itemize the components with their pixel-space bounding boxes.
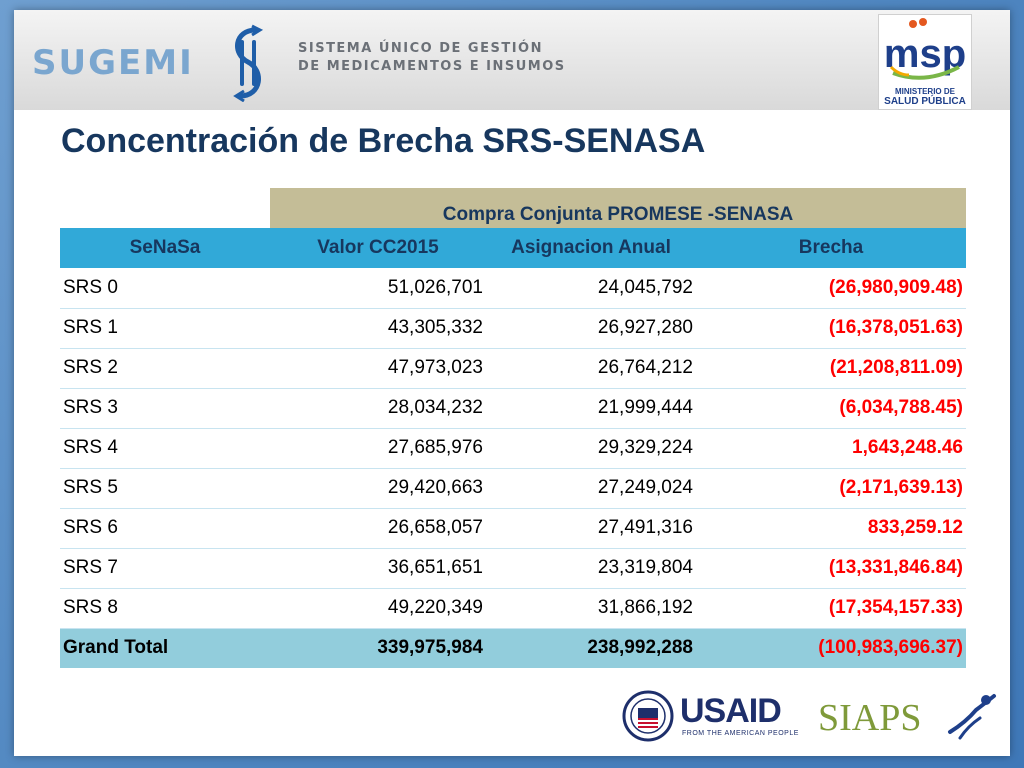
brecha-cell: (16,378,051.63) — [696, 308, 966, 349]
column-header-row: SeNaSa Valor CC2015 Asignacion Anual Bre… — [60, 228, 966, 268]
column-header-asignacion: Asignacion Anual — [486, 228, 696, 268]
valor-cell: 28,034,232 — [270, 388, 486, 429]
header-band: SUGEMI SISTEMA ÚNICO DE GESTIÓN DE MEDIC… — [14, 10, 1010, 110]
table-row: SRS 8 49,220,349 31,866,192 (17,354,157.… — [60, 588, 966, 629]
valor-cell: 43,305,332 — [270, 308, 486, 349]
asignacion-cell: 27,249,024 — [486, 468, 696, 509]
asignacion-cell: 21,999,444 — [486, 388, 696, 429]
brecha-table: Compra Conjunta PROMESE -SENASA SeNaSa V… — [60, 188, 966, 668]
usaid-seal-icon — [622, 690, 674, 742]
column-header-valor: Valor CC2015 — [270, 228, 486, 268]
valor-cell: 26,658,057 — [270, 508, 486, 549]
asignacion-cell: 26,927,280 — [486, 308, 696, 349]
grand-total-brecha: (100,983,696.37) — [696, 628, 966, 668]
table-row: SRS 1 43,305,332 26,927,280 (16,378,051.… — [60, 308, 966, 349]
table-row: SRS 2 47,973,023 26,764,212 (21,208,811.… — [60, 348, 966, 389]
asignacion-cell: 26,764,212 — [486, 348, 696, 389]
sugemi-tagline-line2: DE MEDICAMENTOS E INSUMOS — [298, 59, 566, 74]
brecha-cell: (17,354,157.33) — [696, 588, 966, 629]
group-header-blank — [60, 188, 270, 228]
brecha-cell: (6,034,788.45) — [696, 388, 966, 429]
grand-total-row: Grand Total 339,975,984 238,992,288 (100… — [60, 628, 966, 668]
valor-cell: 27,685,976 — [270, 428, 486, 469]
brecha-cell: (2,171,639.13) — [696, 468, 966, 509]
region-cell: SRS 2 — [60, 348, 270, 389]
table-row: SRS 4 27,685,976 29,329,224 1,643,248.46 — [60, 428, 966, 469]
region-cell: SRS 1 — [60, 308, 270, 349]
region-cell: SRS 4 — [60, 428, 270, 469]
grand-total-asignacion: 238,992,288 — [486, 628, 696, 668]
valor-cell: 36,651,651 — [270, 548, 486, 589]
sugemi-logo: SUGEMI — [32, 43, 194, 83]
brecha-cell: (26,980,909.48) — [696, 268, 966, 309]
footer-logos: USAID FROM THE AMERICAN PEOPLE SIAPS — [614, 688, 1004, 748]
asignacion-cell: 29,329,224 — [486, 428, 696, 469]
column-header-brecha: Brecha — [696, 228, 966, 268]
sugemi-tagline: SISTEMA ÚNICO DE GESTIÓN DE MEDICAMENTOS… — [298, 40, 566, 76]
brecha-cell: 833,259.12 — [696, 508, 966, 549]
valor-cell: 51,026,701 — [270, 268, 486, 309]
table-row: SRS 3 28,034,232 21,999,444 (6,034,788.4… — [60, 388, 966, 429]
column-header-senasa: SeNaSa — [60, 228, 270, 268]
valor-cell: 49,220,349 — [270, 588, 486, 629]
table-row: SRS 6 26,658,057 27,491,316 833,259.12 — [60, 508, 966, 549]
usaid-tagline: FROM THE AMERICAN PEOPLE — [682, 730, 799, 737]
siaps-figure-icon — [948, 694, 996, 740]
sugemi-tagline-line1: SISTEMA ÚNICO DE GESTIÓN — [298, 41, 543, 56]
usaid-logo: USAID — [680, 692, 782, 730]
msp-logo: msp MINISTERIO DE SALUD PÚBLICA — [878, 14, 972, 110]
asignacion-cell: 27,491,316 — [486, 508, 696, 549]
slide: SUGEMI SISTEMA ÚNICO DE GESTIÓN DE MEDIC… — [14, 10, 1010, 756]
brecha-cell: 1,643,248.46 — [696, 428, 966, 469]
brecha-cell: (13,331,846.84) — [696, 548, 966, 589]
sugemi-emblem-icon — [233, 24, 264, 102]
asignacion-cell: 24,045,792 — [486, 268, 696, 309]
msp-emblem-icon: msp — [884, 18, 966, 80]
region-cell: SRS 7 — [60, 548, 270, 589]
region-cell: SRS 3 — [60, 388, 270, 429]
grand-total-label: Grand Total — [60, 628, 270, 668]
group-header-row: Compra Conjunta PROMESE -SENASA — [60, 188, 966, 228]
siaps-logo: SIAPS — [818, 697, 922, 739]
table-row: SRS 7 36,651,651 23,319,804 (13,331,846.… — [60, 548, 966, 589]
asignacion-cell: 31,866,192 — [486, 588, 696, 629]
page-title: Concentración de Brecha SRS-SENASA — [61, 122, 706, 160]
table-row: SRS 0 51,026,701 24,045,792 (26,980,909.… — [60, 268, 966, 309]
msp-caption-line1: MINISTERIO DE — [894, 87, 955, 96]
asignacion-cell: 23,319,804 — [486, 548, 696, 589]
table-row: SRS 5 29,420,663 27,249,024 (2,171,639.1… — [60, 468, 966, 509]
msp-caption-line2: SALUD PÚBLICA — [884, 96, 966, 107]
group-header: Compra Conjunta PROMESE -SENASA — [270, 188, 966, 228]
grand-total-valor: 339,975,984 — [270, 628, 486, 668]
region-cell: SRS 6 — [60, 508, 270, 549]
region-cell: SRS 5 — [60, 468, 270, 509]
region-cell: SRS 0 — [60, 268, 270, 309]
brecha-cell: (21,208,811.09) — [696, 348, 966, 389]
msp-caption: MINISTERIO DE SALUD PÚBLICA — [879, 87, 971, 107]
valor-cell: 29,420,663 — [270, 468, 486, 509]
valor-cell: 47,973,023 — [270, 348, 486, 389]
region-cell: SRS 8 — [60, 588, 270, 629]
